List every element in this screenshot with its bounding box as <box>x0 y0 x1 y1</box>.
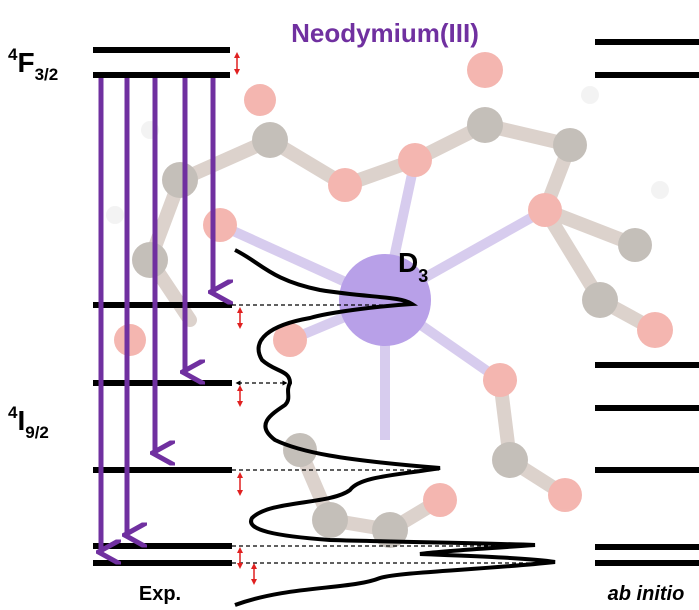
exp-label: Exp. <box>139 583 181 605</box>
diagram: Neodymium(III) 4F3/2 4I9/2 D3 Exp. ab in… <box>0 0 699 610</box>
label-part: 3/2 <box>35 65 59 84</box>
label-part: 9/2 <box>25 423 49 442</box>
title: Neodymium(III) <box>291 18 479 48</box>
shift-markers <box>237 55 254 582</box>
label-part: 3 <box>418 266 428 286</box>
transition-arrows <box>101 78 213 552</box>
label-part: D <box>398 247 418 278</box>
lower-state-label: 4I9/2 <box>8 403 49 442</box>
label-part: I <box>17 405 25 436</box>
ab-initio-label: ab initio <box>608 583 685 605</box>
label-part: F <box>17 47 34 78</box>
upper-state-label: 4F3/2 <box>8 45 58 84</box>
